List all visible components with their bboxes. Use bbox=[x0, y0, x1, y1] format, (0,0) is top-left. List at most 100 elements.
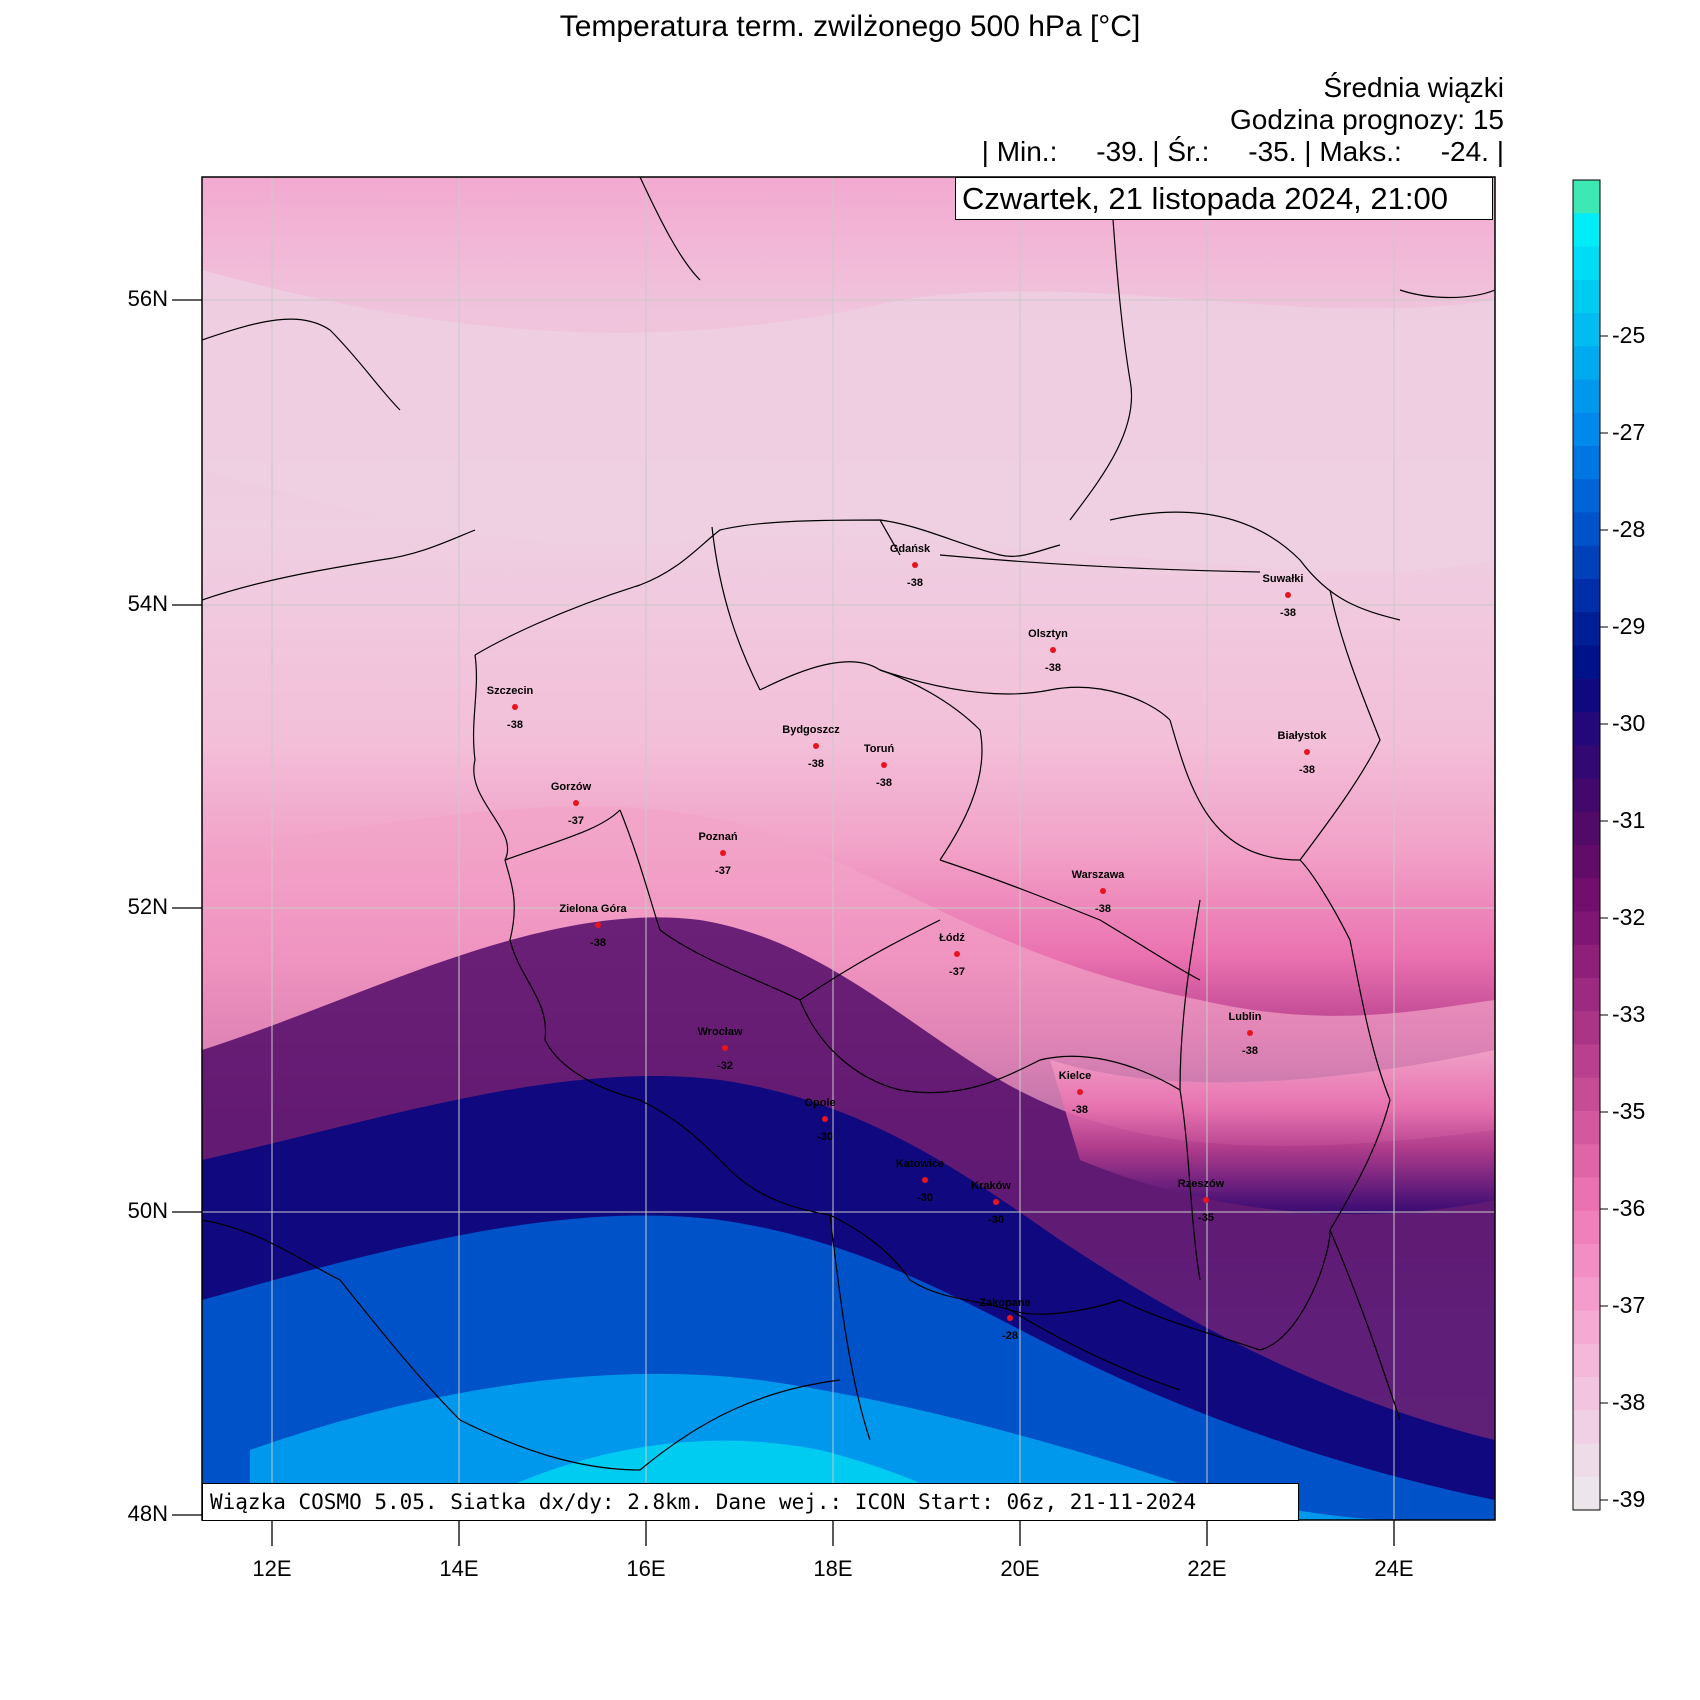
colorbar-swatch bbox=[1573, 579, 1600, 613]
colorbar-swatch bbox=[1573, 1210, 1600, 1245]
colorbar-swatch bbox=[1573, 845, 1600, 879]
colorbar-swatch bbox=[1573, 379, 1600, 414]
colorbar-swatch bbox=[1573, 1443, 1600, 1478]
city-name: Katowice bbox=[895, 1158, 945, 1170]
graticule bbox=[202, 177, 1495, 1520]
colorbar-swatch bbox=[1573, 1144, 1600, 1178]
colorbar-swatch bbox=[1573, 479, 1600, 513]
colorbar-label: -28 bbox=[1612, 516, 1646, 542]
city-value: -38 bbox=[808, 758, 824, 770]
city-value: -37 bbox=[715, 865, 731, 877]
colorbar-label: -31 bbox=[1612, 807, 1646, 833]
city-value: -35 bbox=[1198, 1212, 1214, 1224]
colorbar-swatch bbox=[1573, 778, 1600, 813]
city-marker bbox=[922, 1177, 928, 1183]
city-value: -38 bbox=[876, 777, 892, 789]
lat-label: 56N bbox=[127, 286, 168, 311]
city-name: Poznań bbox=[698, 831, 738, 843]
city-marker bbox=[1304, 749, 1310, 755]
colorbar-swatch bbox=[1573, 313, 1600, 347]
colorbar-label: -32 bbox=[1612, 904, 1646, 930]
colorbar-swatch bbox=[1573, 1343, 1600, 1378]
colorbar-swatch bbox=[1573, 745, 1600, 779]
colorbar-swatch bbox=[1573, 1111, 1600, 1145]
colorbar-swatch bbox=[1573, 1410, 1600, 1444]
city-name: Zakopane bbox=[979, 1297, 1031, 1309]
lon-label: 18E bbox=[813, 1556, 853, 1581]
colorbar-label: -27 bbox=[1612, 419, 1646, 445]
lat-label: 54N bbox=[127, 591, 168, 616]
lon-label: 12E bbox=[252, 1556, 292, 1581]
city-name: Białystok bbox=[1277, 730, 1327, 742]
colorbar bbox=[1572, 179, 1608, 1511]
colorbar-label: -36 bbox=[1612, 1195, 1646, 1221]
city-value: -38 bbox=[907, 577, 923, 589]
colorbar-swatch bbox=[1573, 1377, 1600, 1411]
city-name: Warszawa bbox=[1071, 869, 1125, 881]
city-marker bbox=[813, 743, 819, 749]
lon-label: 16E bbox=[626, 1556, 666, 1581]
colorbar-frame bbox=[1572, 179, 1601, 1511]
city-marker bbox=[1100, 888, 1106, 894]
city-marker bbox=[1007, 1315, 1013, 1321]
lat-label: 48N bbox=[127, 1501, 168, 1526]
city-name: Rzeszów bbox=[1177, 1178, 1225, 1190]
city-value: -30 bbox=[817, 1131, 833, 1143]
city-value: -37 bbox=[949, 966, 965, 978]
city-name: Gorzów bbox=[550, 781, 592, 793]
city-name: Suwałki bbox=[1262, 573, 1304, 585]
city-value: -30 bbox=[988, 1214, 1004, 1226]
city-name: Bydgoszcz bbox=[782, 724, 840, 736]
city-name: Zielona Góra bbox=[559, 903, 627, 915]
colorbar-swatch bbox=[1573, 1277, 1600, 1311]
city-name: Kielce bbox=[1058, 1070, 1092, 1082]
map-title: Temperatura term. zwilżonego 500 hPa [°C… bbox=[559, 10, 1141, 43]
colorbar-swatch bbox=[1573, 512, 1600, 547]
colorbar-swatch bbox=[1573, 1011, 1600, 1045]
city-value: -38 bbox=[1072, 1104, 1088, 1116]
colorbar-swatch bbox=[1573, 1476, 1600, 1511]
colorbar-label: -38 bbox=[1612, 1389, 1646, 1415]
colorbar-swatch bbox=[1573, 1244, 1600, 1278]
city-marker bbox=[1285, 592, 1291, 598]
colorbar-swatch bbox=[1573, 878, 1600, 912]
city-marker bbox=[954, 951, 960, 957]
colorbar-swatch bbox=[1573, 180, 1600, 214]
model-info-box: Wiązka COSMO 5.05. Siatka dx/dy: 2.8km. … bbox=[202, 1483, 1299, 1521]
stats-line: | Min.: -39. | Śr.: -35. | Maks.: -24. | bbox=[981, 136, 1504, 167]
city-marker bbox=[993, 1199, 999, 1205]
colorbar-swatch bbox=[1573, 279, 1600, 314]
lon-label: 14E bbox=[439, 1556, 479, 1581]
city-marker bbox=[912, 562, 918, 568]
valid-time-box: Czwartek, 21 listopada 2024, 21:00 bbox=[955, 177, 1493, 220]
city-markers bbox=[512, 562, 1310, 1321]
city-value: -38 bbox=[1280, 607, 1296, 619]
city-marker bbox=[1203, 1197, 1209, 1203]
colorbar-swatch bbox=[1573, 612, 1600, 646]
colorbar-swatch bbox=[1573, 811, 1600, 846]
colorbar-swatch bbox=[1573, 712, 1600, 746]
colorbar-swatch bbox=[1573, 545, 1600, 580]
city-value: -38 bbox=[1242, 1045, 1258, 1057]
lon-label: 22E bbox=[1187, 1556, 1227, 1581]
city-marker bbox=[881, 762, 887, 768]
colorbar-label: -25 bbox=[1612, 322, 1646, 348]
city-value: -38 bbox=[590, 937, 606, 949]
city-marker bbox=[573, 800, 579, 806]
colorbar-swatch bbox=[1573, 978, 1600, 1012]
colorbar-swatch bbox=[1573, 246, 1600, 281]
colorbar-swatch bbox=[1573, 213, 1600, 247]
city-value: -38 bbox=[1095, 903, 1111, 915]
colorbar-label: -35 bbox=[1612, 1098, 1646, 1124]
colorbar-swatch bbox=[1573, 412, 1600, 447]
colorbar-label: -39 bbox=[1612, 1486, 1646, 1512]
city-marker bbox=[512, 704, 518, 710]
city-name: Opole bbox=[804, 1097, 836, 1109]
lat-label: 52N bbox=[127, 894, 168, 919]
city-name: Lublin bbox=[1228, 1011, 1262, 1023]
ensemble-label: Średnia wiązki bbox=[1323, 72, 1504, 103]
colorbar-swatch bbox=[1573, 1077, 1600, 1112]
city-value: -37 bbox=[568, 815, 584, 827]
colorbar-swatch bbox=[1573, 346, 1600, 380]
